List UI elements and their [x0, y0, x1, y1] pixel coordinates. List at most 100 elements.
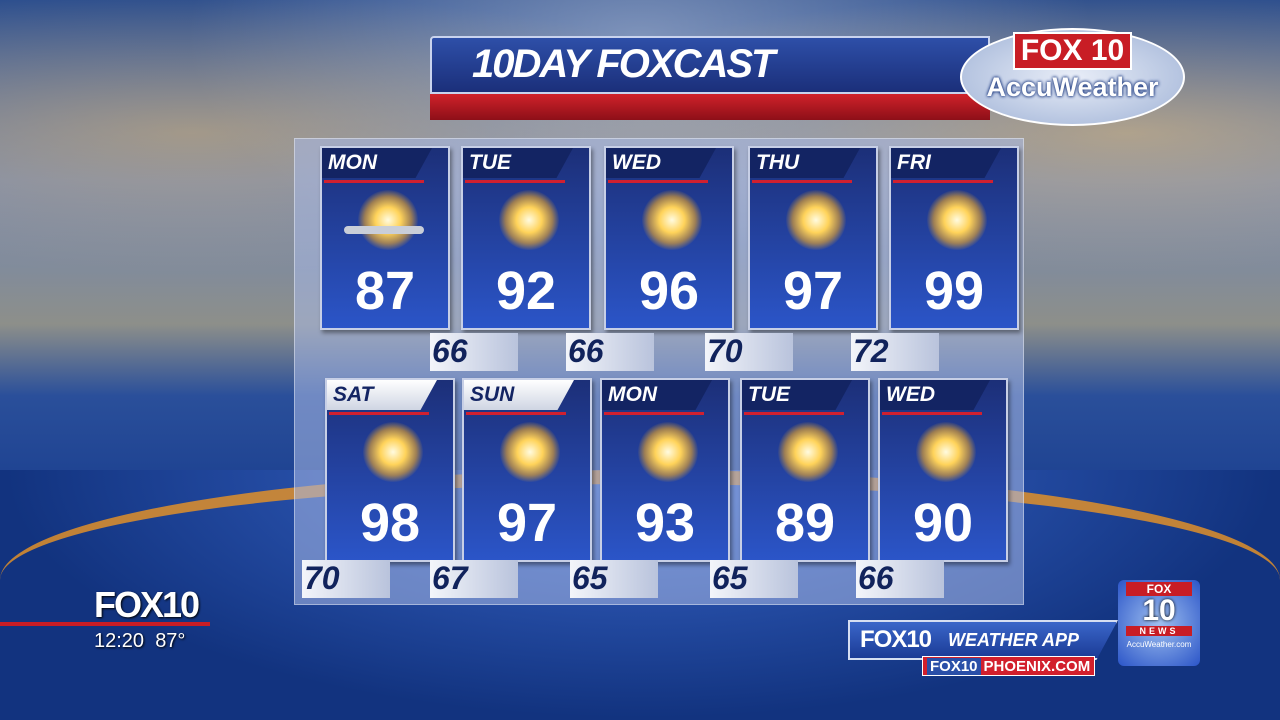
time: 12:20 [94, 630, 145, 652]
sun-icon [778, 422, 838, 482]
day-header: MON [602, 380, 712, 410]
high-temp: 98 [359, 493, 421, 553]
low-temp-box: 66 [430, 333, 518, 371]
day-label: SUN [470, 383, 515, 406]
day-label: MON [328, 151, 377, 174]
day-header: WED [606, 148, 716, 178]
header-red-line [466, 412, 566, 415]
weather-app-promo: FOX10 WEATHER APP [848, 620, 1118, 660]
high-temp: 93 [634, 493, 696, 553]
high-temp: 87 [354, 261, 416, 321]
day-header: THU [750, 148, 860, 178]
forecast-card-9: WED 90 [878, 378, 1008, 562]
low-temp-box: 66 [856, 560, 944, 598]
high-temp: 90 [912, 493, 974, 553]
header-red-line [324, 180, 424, 183]
header-red-line [604, 412, 704, 415]
high-temp: 97 [782, 261, 844, 321]
low-temp: 70 [707, 333, 743, 369]
low-temp-box: 72 [851, 333, 939, 371]
current-temp: 87° [155, 630, 186, 652]
high-temp: 92 [495, 261, 557, 321]
header-red-line [752, 180, 852, 183]
sun-icon [927, 190, 987, 250]
high-temp: 97 [496, 493, 558, 553]
forecast-card-1: TUE 92 [461, 146, 591, 330]
header-red-line [882, 412, 982, 415]
low-temp: 66 [858, 560, 894, 596]
day-label: TUE [748, 383, 790, 406]
title-text: 10DAY FOXCAST [472, 42, 775, 86]
header-red-line [893, 180, 993, 183]
day-header: SAT [327, 380, 437, 410]
badge-news: NEWS [1126, 626, 1192, 636]
forecast-card-8: TUE 89 [740, 378, 870, 562]
sun-icon [363, 422, 423, 482]
logo-station: FOX 10 [1012, 32, 1133, 70]
header-red-line [329, 412, 429, 415]
title-banner: 10DAY FOXCAST [430, 36, 990, 94]
low-temp-box: 66 [566, 333, 654, 371]
day-label: TUE [469, 151, 511, 174]
web-brand: FOX10 [927, 658, 981, 675]
logo-partner: AccuWeather [986, 72, 1159, 102]
sun-icon [638, 422, 698, 482]
website: PHOENIX.COM [983, 658, 1091, 675]
low-temp-box: 65 [570, 560, 658, 598]
forecast-card-3: THU 97 [748, 146, 878, 330]
day-header: TUE [463, 148, 573, 178]
low-temp-box: 65 [710, 560, 798, 598]
day-header: SUN [464, 380, 574, 410]
title-red-bar [430, 94, 990, 120]
day-label: WED [886, 383, 935, 406]
low-temp: 66 [432, 333, 468, 369]
low-temp: 67 [432, 560, 468, 596]
day-header: TUE [742, 380, 852, 410]
badge-site: AccuWeather.com [1126, 640, 1192, 649]
day-header: FRI [891, 148, 1001, 178]
bug-red-line [0, 622, 210, 626]
sun-icon [916, 422, 976, 482]
day-header: WED [880, 380, 990, 410]
promo-station: FOX10 [860, 626, 932, 653]
high-temp: 89 [774, 493, 836, 553]
low-temp: 70 [304, 560, 340, 596]
forecast-card-4: FRI 99 [889, 146, 1019, 330]
day-label: THU [756, 151, 800, 174]
low-temp: 66 [568, 333, 604, 369]
high-temp: 96 [638, 261, 700, 321]
forecast-card-7: MON 93 [600, 378, 730, 562]
badge-number: 10 [1142, 594, 1176, 627]
header-red-line [744, 412, 844, 415]
cloud-icon [344, 226, 424, 234]
low-temp: 65 [712, 560, 748, 596]
forecast-card-5: SAT 98 [325, 378, 455, 562]
low-temp-box: 70 [705, 333, 793, 371]
sun-icon [499, 190, 559, 250]
header-red-line [608, 180, 708, 183]
high-temp: 99 [923, 261, 985, 321]
website-promo: FOX10 PHOENIX.COM [922, 656, 1096, 676]
sun-icon [786, 190, 846, 250]
sun-icon [642, 190, 702, 250]
low-temp: 72 [853, 333, 889, 369]
header-red-line [465, 180, 565, 183]
low-temp-box: 70 [302, 560, 390, 598]
low-temp-box: 67 [430, 560, 518, 598]
forecast-card-2: WED 96 [604, 146, 734, 330]
low-temp: 65 [572, 560, 608, 596]
station-bug: FOX10 [94, 584, 200, 625]
partly-sunny-icon [358, 190, 418, 250]
promo-label: WEATHER APP [948, 630, 1080, 650]
day-label: SAT [333, 383, 374, 406]
fox10-accuweather-logo: FOX 10 AccuWeather [960, 28, 1185, 126]
badge-top: FOX [1126, 582, 1192, 596]
day-label: MON [608, 383, 657, 406]
day-label: FRI [897, 151, 931, 174]
time-temp: 12:20 87° [94, 630, 185, 653]
forecast-card-0: MON 87 [320, 146, 450, 330]
forecast-card-6: SUN 97 [462, 378, 592, 562]
day-label: WED [612, 151, 661, 174]
sun-icon [500, 422, 560, 482]
day-header: MON [322, 148, 432, 178]
